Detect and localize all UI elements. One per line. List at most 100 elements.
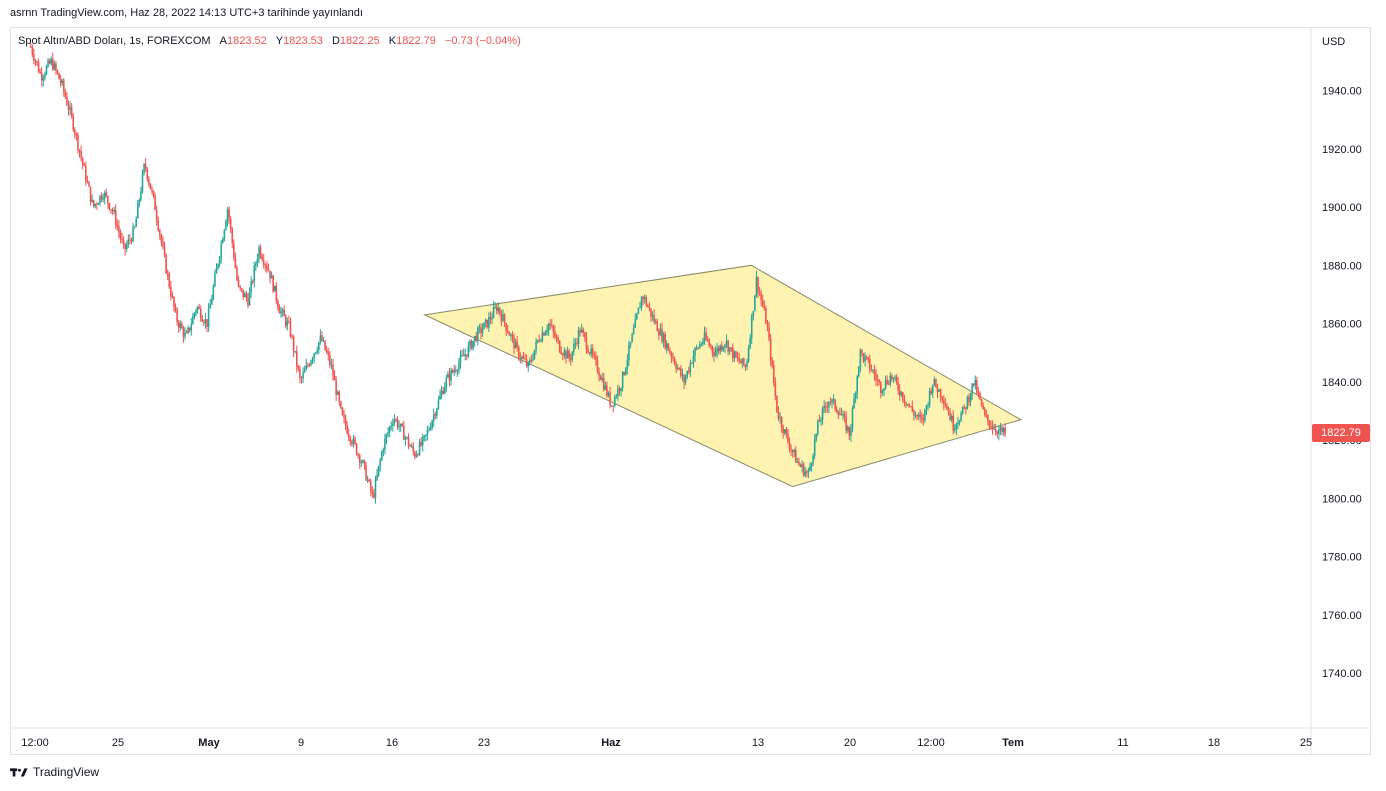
symbol-title[interactable]: Spot Altın/ABD Doları, 1s, FOREXCOM xyxy=(18,35,211,47)
price-axis: 1740.001760.001780.001800.001820.001840.… xyxy=(1322,86,1362,680)
candle xyxy=(952,410,955,435)
candle xyxy=(362,459,364,464)
candle xyxy=(358,453,361,470)
candle xyxy=(887,380,890,385)
time-tick-label: 13 xyxy=(752,737,764,749)
candle xyxy=(313,352,315,364)
candle xyxy=(174,303,177,313)
candle xyxy=(820,416,822,426)
candle xyxy=(543,331,545,337)
candle xyxy=(97,202,100,205)
candle xyxy=(835,406,838,414)
candle xyxy=(177,319,180,334)
candle xyxy=(546,324,548,336)
candle xyxy=(130,237,133,245)
chart-legend: Spot Altın/ABD Doları, 1s, FOREXCOM A182… xyxy=(18,35,521,47)
candle xyxy=(223,229,226,242)
price-tick-label: 1740.00 xyxy=(1322,668,1362,680)
candle xyxy=(917,412,920,420)
candle xyxy=(815,433,818,443)
candle xyxy=(382,447,385,457)
candle xyxy=(963,404,966,410)
candle xyxy=(758,286,761,296)
candle xyxy=(429,422,432,431)
candle xyxy=(340,401,342,410)
candle xyxy=(508,331,511,336)
candle xyxy=(373,488,375,500)
candle xyxy=(837,410,840,419)
candle xyxy=(64,88,67,99)
candle xyxy=(280,306,282,318)
candle xyxy=(585,332,588,354)
candle xyxy=(338,390,341,406)
candle xyxy=(506,324,509,334)
candle xyxy=(965,406,967,415)
candle xyxy=(532,352,534,362)
candle xyxy=(939,388,942,403)
candle xyxy=(445,374,448,393)
candle xyxy=(107,195,109,209)
candle xyxy=(662,331,665,348)
candle xyxy=(210,294,213,305)
candle xyxy=(968,393,970,406)
candle xyxy=(453,364,456,377)
candle xyxy=(384,433,386,455)
candle xyxy=(59,74,62,88)
candle xyxy=(595,351,597,366)
chart-frame[interactable] xyxy=(10,27,1371,755)
candle xyxy=(34,58,37,67)
candle xyxy=(133,225,136,229)
candle xyxy=(957,416,959,430)
candle xyxy=(505,322,507,336)
candle xyxy=(332,358,334,381)
candle xyxy=(398,420,400,432)
candle xyxy=(864,352,866,367)
candle xyxy=(650,308,652,322)
candle xyxy=(722,346,725,352)
candle xyxy=(258,245,260,263)
candle xyxy=(209,298,211,309)
candle xyxy=(343,409,345,423)
candle xyxy=(547,322,550,336)
candle xyxy=(880,381,882,399)
candle xyxy=(927,401,929,411)
candle xyxy=(785,427,788,439)
candle xyxy=(62,77,65,97)
candle xyxy=(536,339,539,344)
candle xyxy=(42,74,45,87)
candle xyxy=(713,347,715,362)
candle xyxy=(173,296,175,312)
candle xyxy=(414,450,416,460)
candle xyxy=(388,425,391,438)
candle xyxy=(950,413,953,423)
candle xyxy=(324,340,326,351)
candle xyxy=(829,397,832,406)
candle xyxy=(988,420,991,430)
candle xyxy=(396,416,399,430)
candle xyxy=(774,377,777,401)
candle xyxy=(85,161,87,186)
candle xyxy=(228,205,230,225)
candle xyxy=(165,253,167,275)
candle xyxy=(769,333,772,367)
candles-layer xyxy=(29,43,1006,504)
candle xyxy=(895,374,898,385)
candle xyxy=(584,331,586,342)
candle xyxy=(931,384,934,399)
candle xyxy=(732,343,734,363)
candle xyxy=(374,475,377,504)
candle xyxy=(873,364,876,381)
candle xyxy=(714,346,717,357)
candle xyxy=(788,437,791,453)
candle xyxy=(999,422,1002,436)
footer-brand[interactable]: TradingView xyxy=(10,765,99,779)
candle xyxy=(961,406,964,416)
candle xyxy=(159,228,161,240)
candle xyxy=(861,349,863,357)
candle xyxy=(193,312,196,320)
candle xyxy=(132,223,134,243)
diamond-pattern[interactable] xyxy=(422,264,1023,488)
candle xyxy=(233,239,235,261)
candle xyxy=(908,402,910,409)
